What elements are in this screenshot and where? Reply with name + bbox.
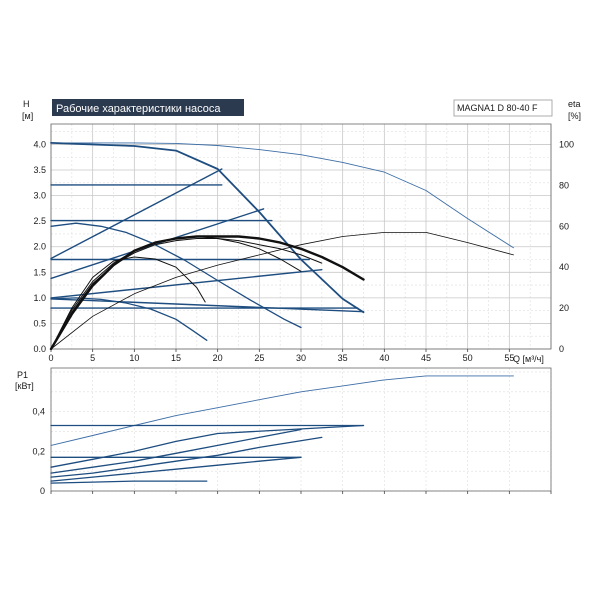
y2-axis-unit: [%] xyxy=(568,111,581,121)
y-axis-unit: [м] xyxy=(22,111,33,121)
head-curve xyxy=(50,142,365,314)
x-tick-label: 20 xyxy=(213,353,223,363)
prop-pressure-line xyxy=(50,269,323,299)
x-tick-label: 10 xyxy=(129,353,139,363)
x-tick-label: 30 xyxy=(296,353,306,363)
efficiency-curve xyxy=(49,235,365,351)
prop-pressure-line xyxy=(50,208,265,280)
x-tick-label: 50 xyxy=(463,353,473,363)
y-tick-label: 0.5 xyxy=(33,318,46,328)
efficiency-curve xyxy=(50,238,323,350)
efficiency-curve xyxy=(50,232,514,350)
x-tick-label: 15 xyxy=(171,353,181,363)
y-tick-label: 3.5 xyxy=(33,165,46,175)
y-tick-label: 2.0 xyxy=(33,242,46,252)
power-curve xyxy=(50,436,323,478)
prop-pressure-line xyxy=(50,298,365,313)
model-label: MAGNA1 D 80-40 F xyxy=(457,103,538,113)
power-curve xyxy=(50,424,365,468)
y-tick-label: 1.5 xyxy=(33,267,46,277)
y2-tick-label: 0 xyxy=(559,344,564,354)
y2-axis-label: eta xyxy=(568,99,581,109)
y2-tick-label: 100 xyxy=(559,139,574,149)
model-box xyxy=(453,99,553,117)
head-curve xyxy=(50,222,302,329)
efficiency-curve xyxy=(50,236,302,350)
p1-axis-unit: [кВт] xyxy=(15,381,34,391)
p1-axis-label: P1 xyxy=(17,370,28,380)
y-tick-label: 1.0 xyxy=(33,293,46,303)
chart-title: Рабочие характеристики насоса xyxy=(56,103,221,115)
efficiency-curve xyxy=(50,256,206,350)
x-axis-label: Q [м³/ч] xyxy=(513,354,544,364)
y-axis-label: H xyxy=(23,99,30,109)
x-tick-label: 35 xyxy=(338,353,348,363)
y-tick-label: 2.5 xyxy=(33,216,46,226)
p1-tick-label: 0 xyxy=(40,486,45,496)
p1-tick-label: 0,2 xyxy=(32,446,45,456)
x-tick-label: 55 xyxy=(504,353,514,363)
title-badge xyxy=(52,99,244,116)
p1-tick-label: 0,4 xyxy=(32,407,45,417)
y2-tick-label: 40 xyxy=(559,262,569,272)
x-tick-label: 45 xyxy=(421,353,431,363)
x-tick-label: 40 xyxy=(379,353,389,363)
y-tick-label: 4.0 xyxy=(33,139,46,149)
prop-pressure-line xyxy=(50,168,223,260)
x-tick-label: 5 xyxy=(90,353,95,363)
y2-tick-label: 20 xyxy=(559,303,569,313)
y-tick-label: 0.0 xyxy=(33,344,46,354)
power-curve xyxy=(50,480,208,484)
power-curve xyxy=(50,456,302,482)
power-curve xyxy=(50,428,302,474)
x-tick-label: 0 xyxy=(48,353,53,363)
power-curve xyxy=(50,375,514,446)
x-tick-label: 25 xyxy=(254,353,264,363)
y-tick-label: 3.0 xyxy=(33,191,46,201)
max-head-curve xyxy=(50,142,514,249)
y2-tick-label: 80 xyxy=(559,180,569,190)
y2-tick-label: 60 xyxy=(559,221,569,231)
